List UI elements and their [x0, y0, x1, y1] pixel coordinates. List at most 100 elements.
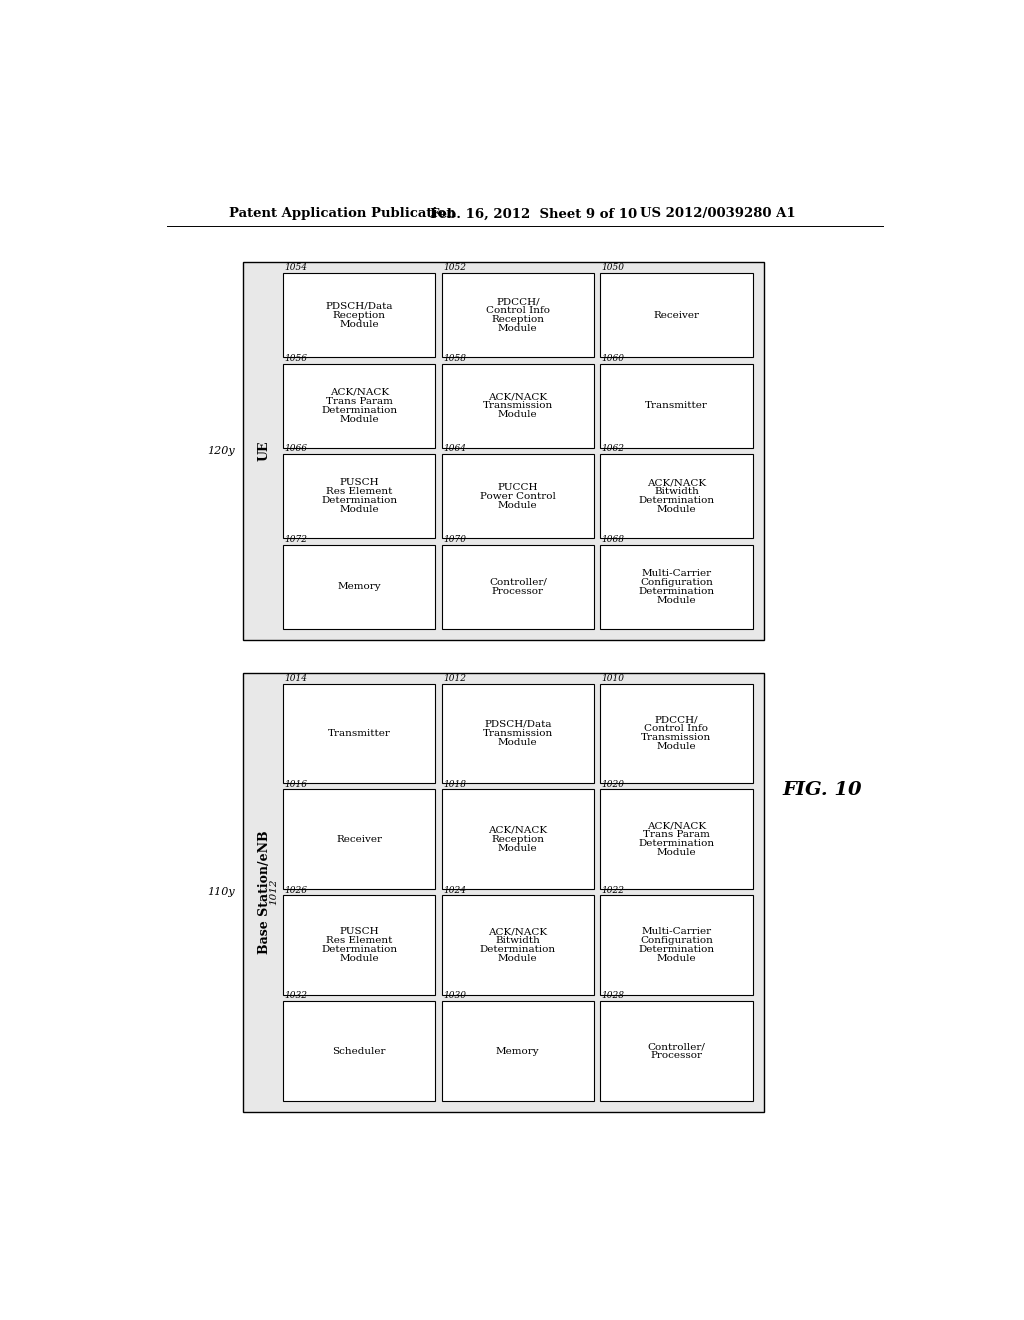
Bar — [600, 454, 753, 539]
Text: 1056: 1056 — [285, 354, 307, 363]
Text: Reception: Reception — [492, 834, 545, 843]
Text: Determination: Determination — [480, 945, 556, 954]
Text: Transmission: Transmission — [482, 401, 553, 411]
Text: Module: Module — [656, 595, 696, 605]
Text: Configuration: Configuration — [640, 936, 713, 945]
Text: Module: Module — [498, 843, 538, 853]
Text: Module: Module — [339, 319, 379, 329]
Text: 1050: 1050 — [602, 264, 625, 272]
Text: 1030: 1030 — [443, 991, 466, 1001]
Text: PUSCH: PUSCH — [339, 927, 379, 936]
Text: Configuration: Configuration — [640, 578, 713, 586]
Bar — [600, 684, 753, 783]
Bar — [283, 789, 435, 890]
Text: Determination: Determination — [638, 840, 715, 849]
Text: Module: Module — [656, 849, 696, 857]
Text: Trans Param: Trans Param — [643, 830, 710, 840]
Text: Determination: Determination — [638, 945, 715, 954]
Text: PDCCH/: PDCCH/ — [496, 297, 540, 306]
Text: Transmission: Transmission — [641, 734, 712, 742]
Text: 1024: 1024 — [443, 886, 466, 895]
Text: Memory: Memory — [496, 1047, 540, 1056]
Text: ACK/NACK: ACK/NACK — [647, 478, 706, 487]
Bar — [441, 895, 594, 995]
Text: Module: Module — [498, 411, 538, 420]
Text: 1028: 1028 — [602, 991, 625, 1001]
Text: 1060: 1060 — [602, 354, 625, 363]
Bar — [243, 673, 764, 1111]
Text: Reception: Reception — [492, 315, 545, 325]
Text: ACK/NACK: ACK/NACK — [488, 392, 548, 401]
Text: Processor: Processor — [650, 1051, 702, 1060]
Text: PDSCH/Data: PDSCH/Data — [326, 302, 393, 310]
Text: ACK/NACK: ACK/NACK — [330, 388, 389, 397]
Text: PUSCH: PUSCH — [339, 478, 379, 487]
Text: Bitwidth: Bitwidth — [654, 487, 698, 496]
Bar — [441, 1001, 594, 1101]
Text: 1058: 1058 — [443, 354, 466, 363]
Text: Transmitter: Transmitter — [328, 729, 390, 738]
Text: Determination: Determination — [322, 405, 397, 414]
Text: Control Info: Control Info — [485, 306, 550, 315]
Text: 1052: 1052 — [443, 264, 466, 272]
Text: 1062: 1062 — [602, 445, 625, 453]
Text: ACK/NACK: ACK/NACK — [647, 821, 706, 830]
Text: 1014: 1014 — [285, 673, 307, 682]
Text: Res Element: Res Element — [326, 936, 392, 945]
Bar — [283, 363, 435, 447]
Text: UE: UE — [258, 441, 271, 461]
Bar — [441, 273, 594, 358]
Text: Processor: Processor — [492, 586, 544, 595]
Bar — [600, 789, 753, 890]
Bar — [441, 684, 594, 783]
Bar — [600, 545, 753, 628]
Text: Scheduler: Scheduler — [333, 1047, 386, 1056]
Text: 1064: 1064 — [443, 445, 466, 453]
Text: PUCCH: PUCCH — [498, 483, 538, 492]
Text: 1032: 1032 — [285, 991, 307, 1001]
Text: 1070: 1070 — [443, 535, 466, 544]
Text: 1012: 1012 — [443, 673, 466, 682]
Text: 1022: 1022 — [602, 886, 625, 895]
Text: Patent Application Publication: Patent Application Publication — [228, 207, 456, 220]
Text: Memory: Memory — [337, 582, 381, 591]
Bar — [600, 363, 753, 447]
Bar — [283, 545, 435, 628]
Bar — [283, 895, 435, 995]
Text: 1054: 1054 — [285, 264, 307, 272]
Text: Feb. 16, 2012  Sheet 9 of 10: Feb. 16, 2012 Sheet 9 of 10 — [430, 207, 637, 220]
Text: Controller/: Controller/ — [647, 1041, 706, 1051]
Text: PDCCH/: PDCCH/ — [654, 715, 698, 725]
Text: Control Info: Control Info — [644, 725, 709, 734]
Text: US 2012/0039280 A1: US 2012/0039280 A1 — [640, 207, 795, 220]
Text: 1066: 1066 — [285, 445, 307, 453]
Text: Trans Param: Trans Param — [326, 397, 392, 405]
Text: 110y: 110y — [207, 887, 234, 898]
Text: Determination: Determination — [322, 496, 397, 506]
Text: 1012: 1012 — [269, 879, 279, 906]
Text: ACK/NACK: ACK/NACK — [488, 927, 548, 936]
Text: Power Control: Power Control — [480, 492, 556, 500]
Bar — [600, 895, 753, 995]
Text: Module: Module — [498, 738, 538, 747]
Text: 1018: 1018 — [443, 780, 466, 788]
Text: Multi-Carrier: Multi-Carrier — [641, 927, 712, 936]
Text: Transmission: Transmission — [482, 729, 553, 738]
Bar — [243, 263, 764, 640]
Bar — [441, 789, 594, 890]
Text: Determination: Determination — [638, 496, 715, 506]
Bar — [283, 1001, 435, 1101]
Text: Determination: Determination — [638, 586, 715, 595]
Text: Module: Module — [498, 500, 538, 510]
Bar — [600, 273, 753, 358]
Text: Module: Module — [498, 325, 538, 333]
Bar — [600, 1001, 753, 1101]
Text: Res Element: Res Element — [326, 487, 392, 496]
Bar — [283, 454, 435, 539]
Bar — [441, 363, 594, 447]
Text: Module: Module — [656, 506, 696, 515]
Text: Determination: Determination — [322, 945, 397, 954]
Text: 1072: 1072 — [285, 535, 307, 544]
Text: Reception: Reception — [333, 310, 386, 319]
Text: 1020: 1020 — [602, 780, 625, 788]
